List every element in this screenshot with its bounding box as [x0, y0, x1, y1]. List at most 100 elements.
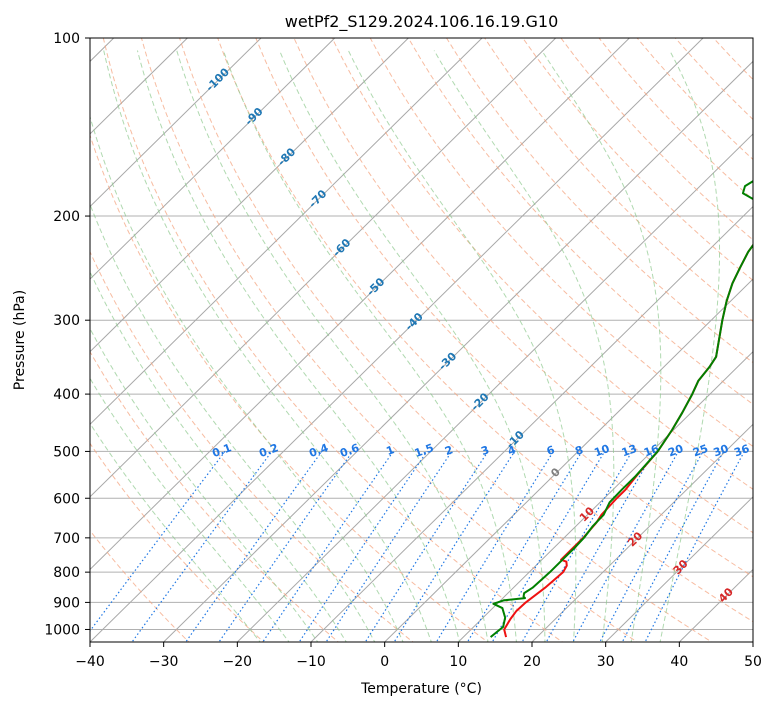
mixing-ratio-line [325, 451, 453, 642]
y-axis: 100 200 300 400 500 600 700 800 900 1000 [44, 31, 90, 638]
x-tick-label: −20 [223, 654, 253, 670]
moist-adiabat [659, 50, 721, 642]
mixing-ratio-line [435, 451, 554, 642]
mixing-ratio-line [218, 451, 354, 642]
y-tick-label: 500 [53, 444, 80, 460]
gridlines [90, 37, 753, 630]
dry-adiabat [713, 38, 753, 81]
mixing-ratio-label: 8 [573, 443, 585, 458]
y-tick-label: 1000 [44, 622, 80, 638]
dry-adiabat [90, 442, 265, 642]
isotherm-label: -40 [403, 310, 426, 333]
mixing-ratio-line [644, 451, 745, 642]
mixing-ratio-label: 20 [666, 442, 685, 460]
chart-title: wetPf2_S129.2024.106.16.19.G10 [285, 12, 559, 32]
isotherm-line [90, 38, 336, 280]
mixing-ratio-label: 3 [479, 443, 491, 458]
x-tick-label: −30 [149, 654, 179, 670]
isotherm-label: -80 [275, 145, 298, 168]
profile-traces [489, 179, 753, 638]
mixing-ratio-line [90, 451, 226, 632]
isotherm-line [605, 496, 753, 642]
mixing-ratio-label: 1 [384, 443, 396, 458]
isotherm-line [90, 38, 409, 353]
y-tick-label: 400 [53, 387, 80, 403]
isotherm-label: 30 [671, 557, 691, 577]
dry-adiabat [217, 38, 753, 623]
y-tick-label: 300 [53, 313, 80, 329]
dry-adiabat [484, 38, 753, 322]
isotherm-line [90, 38, 704, 642]
moist-adiabat [90, 422, 261, 642]
moist-adiabat [90, 114, 404, 642]
dry-adiabat [255, 38, 753, 578]
moist-adiabat [103, 50, 432, 642]
mixing-ratio-line [298, 451, 428, 642]
dry-adiabat [140, 38, 638, 642]
mixing-ratio-line [131, 451, 273, 642]
x-tick-label: 50 [744, 654, 762, 670]
isotherm-line [678, 568, 753, 642]
x-tick-label: 40 [670, 654, 688, 670]
isotherm-line [457, 350, 753, 642]
isotherm-line [90, 38, 262, 208]
isotherm-label: -30 [436, 349, 459, 372]
isotherm-line [90, 38, 630, 571]
isotherm-line [90, 38, 483, 425]
isotherm-label: -60 [330, 236, 353, 259]
dry-adiabat [90, 250, 414, 642]
y-tick-label: 100 [53, 31, 80, 47]
isotherm-line [752, 641, 753, 642]
isotherm-line [236, 133, 753, 642]
isotherm-label: 20 [625, 529, 645, 549]
dry-adiabat [90, 529, 190, 642]
mixing-ratio-label: 1.5 [413, 441, 436, 460]
dry-adiabat [331, 38, 753, 490]
y-axis-label: Pressure (hPa) [12, 290, 28, 390]
mixing-ratio-line [466, 451, 583, 642]
line-labels: 0.1 0.2 0.4 0.6 1 1.5 2 3 4 6 8 10 13 16 20 25 30 36-100-… [203, 65, 751, 605]
isotherm-line [163, 60, 753, 642]
y-tick-label: 800 [53, 565, 80, 581]
mixing-ratio-line [491, 451, 606, 642]
isotherm-label: -100 [203, 65, 232, 94]
x-tick-label: 10 [449, 654, 467, 670]
dry-adiabat [446, 38, 753, 364]
mixing-ratio-line [572, 451, 679, 642]
dry-adiabat [102, 38, 564, 642]
dry-adiabat [598, 38, 753, 201]
isotherm-label: 10 [577, 504, 597, 524]
x-tick-label: −10 [296, 654, 326, 670]
dry-adiabat [179, 38, 713, 642]
moist-adiabat [90, 202, 376, 642]
y-tick-label: 200 [53, 209, 80, 225]
mixing-ratio-line [521, 451, 633, 642]
mixing-ratio-label: 6 [545, 443, 557, 458]
isotherm-label: -50 [364, 275, 387, 298]
mixing-ratio-line [545, 451, 655, 642]
x-tick-label: 0 [380, 654, 389, 670]
x-tick-label: 30 [597, 654, 615, 670]
mixing-ratio-label: 0.2 [257, 441, 280, 460]
isotherm-line [310, 205, 753, 642]
y-tick-label: 700 [53, 531, 80, 547]
mixing-ratio-label: 36 [732, 442, 751, 460]
dry-adiabat [751, 38, 753, 41]
dry-adiabat [90, 133, 489, 642]
mixing-ratio-label: 0.4 [307, 441, 330, 460]
x-axis-label: Temperature (°C) [360, 681, 482, 697]
mixing-ratio-line [364, 451, 489, 642]
isotherm-line [90, 38, 557, 498]
moist-adiabat [136, 50, 461, 642]
moist-adiabat [176, 50, 489, 642]
dry-adiabat [636, 38, 753, 161]
y-tick-label: 600 [53, 491, 80, 507]
plot-frame [89, 37, 754, 643]
mixing-ratio-label: 30 [712, 442, 731, 460]
isotherm-line [531, 423, 753, 642]
moist-adiabat [222, 50, 517, 642]
x-axis: −40 −30 −20 −10 0 10 20 30 40 50 [75, 642, 762, 670]
dry-adiabat [407, 38, 753, 405]
mixing-ratio-line [393, 451, 516, 642]
